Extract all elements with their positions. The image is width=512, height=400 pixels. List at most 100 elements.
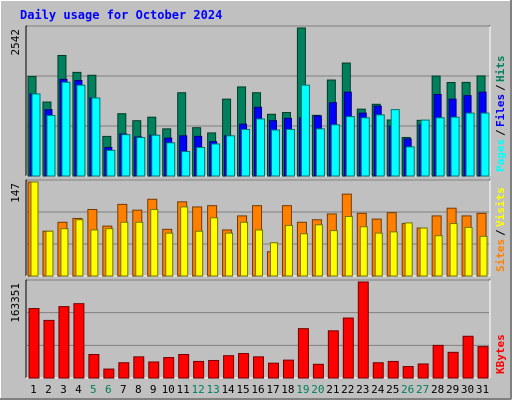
y-max-label-top: 2542 bbox=[9, 29, 22, 56]
bar-pages-day-13 bbox=[211, 143, 221, 177]
bar-visits-day-16 bbox=[255, 229, 264, 277]
bar-visits-day-29 bbox=[449, 223, 458, 277]
bar-kbytes-day-14 bbox=[223, 355, 235, 379]
bar-kbytes-day-27 bbox=[417, 363, 429, 379]
x-tick-label-day-13: 13 bbox=[206, 383, 219, 396]
bar-pages-day-11 bbox=[181, 151, 191, 177]
x-tick-label-day-10: 10 bbox=[162, 383, 175, 396]
x-tick-label-day-23: 23 bbox=[356, 383, 369, 396]
bar-kbytes-day-7 bbox=[118, 362, 130, 379]
bar-kbytes-day-22 bbox=[342, 317, 354, 379]
x-tick-label-day-20: 20 bbox=[311, 383, 324, 396]
bar-visits-day-31 bbox=[479, 235, 488, 277]
bar-kbytes-day-25 bbox=[387, 360, 399, 379]
legend-top: Pages/Files/Hits bbox=[494, 56, 507, 173]
bar-pages-day-24 bbox=[375, 114, 385, 177]
y-max-label-bottom: 163351 bbox=[9, 283, 22, 323]
chart-panels: 2542Pages/Files/Hits147Sites/Visits16335… bbox=[9, 25, 507, 379]
bar-kbytes-day-20 bbox=[312, 363, 324, 379]
legend-separator: / bbox=[494, 229, 507, 236]
bar-kbytes-day-24 bbox=[372, 362, 384, 379]
bar-pages-day-15 bbox=[241, 128, 251, 177]
x-tick-label-day-30: 30 bbox=[461, 383, 474, 396]
bar-visits-day-21 bbox=[329, 230, 338, 277]
bar-kbytes-day-18 bbox=[282, 359, 294, 379]
bar-visits-day-28 bbox=[434, 235, 443, 277]
x-tick-label-day-17: 17 bbox=[266, 383, 279, 396]
bar-visits-day-20 bbox=[314, 224, 323, 277]
bar-visits-day-6 bbox=[105, 228, 114, 277]
bar-pages-day-2 bbox=[46, 114, 56, 177]
bar-kbytes-day-26 bbox=[402, 366, 414, 379]
bar-pages-day-27 bbox=[420, 119, 430, 177]
x-tick-label-day-29: 29 bbox=[446, 383, 459, 396]
x-tick-label-day-14: 14 bbox=[221, 383, 235, 396]
x-tick-label-day-15: 15 bbox=[236, 383, 249, 396]
bar-pages-day-4 bbox=[76, 84, 86, 177]
bar-pages-day-29 bbox=[450, 116, 460, 177]
legend-item-hits: Hits bbox=[494, 56, 507, 83]
bar-visits-day-23 bbox=[359, 226, 368, 277]
x-tick-label-day-4: 4 bbox=[75, 383, 82, 396]
bar-visits-day-15 bbox=[240, 221, 249, 277]
bar-kbytes-day-23 bbox=[357, 281, 369, 379]
x-tick-label-day-31: 31 bbox=[476, 383, 489, 396]
bar-kbytes-day-31 bbox=[477, 346, 489, 379]
bar-kbytes-day-30 bbox=[462, 335, 474, 379]
panel-middle: 147 Sites / Visits bbox=[9, 179, 507, 277]
bar-kbytes-day-10 bbox=[163, 357, 175, 379]
bar-kbytes-day-12 bbox=[193, 360, 205, 379]
bar-pages-day-25 bbox=[390, 109, 400, 177]
bar-kbytes-day-4 bbox=[73, 303, 85, 379]
bar-visits-day-18 bbox=[284, 224, 293, 277]
bar-visits-day-30 bbox=[464, 226, 473, 277]
bar-pages-day-28 bbox=[435, 117, 445, 177]
legend-item-sites: Sites bbox=[494, 239, 507, 272]
x-tick-label-day-5: 5 bbox=[90, 383, 97, 396]
bar-kbytes-day-8 bbox=[133, 356, 145, 379]
bar-pages-day-31 bbox=[480, 112, 490, 177]
bar-visits-day-10 bbox=[165, 232, 174, 277]
bar-visits-day-24 bbox=[374, 232, 383, 277]
bar-kbytes-day-15 bbox=[238, 353, 250, 379]
bar-pages-day-8 bbox=[136, 137, 146, 177]
bar-visits-day-4 bbox=[75, 219, 84, 277]
x-tick-label-day-9: 9 bbox=[150, 383, 157, 396]
bar-pages-day-18 bbox=[285, 128, 295, 177]
bar-visits-day-11 bbox=[180, 206, 189, 277]
bar-kbytes-day-28 bbox=[432, 344, 444, 379]
bar-kbytes-day-17 bbox=[267, 362, 279, 379]
x-axis-labels: 1 2 3 4 5 6 7 8 9 10 11 12 13 14 15 16 17 18 19 20 21 22 23 24 2… bbox=[30, 383, 489, 396]
x-tick-label-day-1: 1 bbox=[30, 383, 37, 396]
bar-pages-day-3 bbox=[61, 81, 71, 177]
x-tick-label-day-27: 27 bbox=[416, 383, 429, 396]
bar-pages-day-20 bbox=[315, 128, 325, 177]
legend-item-visits: Visits bbox=[494, 187, 507, 227]
bar-kbytes-day-3 bbox=[58, 306, 70, 379]
bar-pages-day-30 bbox=[465, 112, 475, 177]
bar-pages-day-16 bbox=[256, 118, 266, 177]
legend-middle: Sites / Visits bbox=[494, 187, 507, 272]
x-tick-label-day-12: 12 bbox=[192, 383, 205, 396]
x-tick-label-day-26: 26 bbox=[401, 383, 414, 396]
bar-pages-day-22 bbox=[345, 116, 355, 177]
x-tick-label-day-3: 3 bbox=[60, 383, 67, 396]
bar-pages-day-10 bbox=[166, 142, 176, 177]
x-tick-label-day-25: 25 bbox=[386, 383, 399, 396]
bar-pages-day-7 bbox=[121, 134, 131, 177]
bar-visits-day-13 bbox=[210, 217, 219, 277]
bar-visits-day-9 bbox=[150, 208, 159, 277]
bar-kbytes-day-11 bbox=[178, 353, 190, 379]
x-tick-label-day-28: 28 bbox=[431, 383, 444, 396]
bar-visits-day-17 bbox=[269, 242, 278, 277]
bar-visits-day-1 bbox=[30, 181, 39, 277]
bar-pages-day-19 bbox=[300, 84, 310, 177]
panel-bottom: 163351 KBytes bbox=[9, 279, 507, 379]
bar-kbytes-day-21 bbox=[327, 330, 339, 379]
legend-item-files: Files bbox=[494, 94, 507, 127]
bar-visits-day-2 bbox=[45, 230, 54, 277]
legend-separator: / bbox=[494, 84, 507, 91]
bar-visits-day-7 bbox=[120, 221, 129, 277]
bar-kbytes-day-19 bbox=[297, 328, 309, 379]
